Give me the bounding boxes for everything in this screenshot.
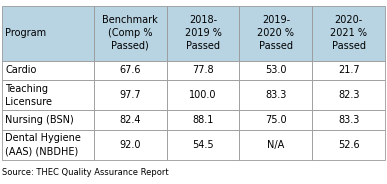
Text: 92.0: 92.0 [120,140,141,150]
Bar [240,61,312,80]
Bar [94,110,167,130]
Bar [2,6,94,61]
Text: 83.3: 83.3 [265,90,286,100]
Bar [312,130,385,160]
Text: 100.0: 100.0 [189,90,217,100]
Bar [94,80,167,110]
Bar [240,80,312,110]
Bar [312,110,385,130]
Text: N/A: N/A [267,140,284,150]
Bar [2,80,94,110]
Text: 2019-
2020 %
Passed: 2019- 2020 % Passed [257,15,295,51]
Bar [167,130,240,160]
Text: 21.7: 21.7 [338,65,360,75]
Text: Teaching
Licensure: Teaching Licensure [5,84,52,107]
Text: 2020-
2021 %
Passed: 2020- 2021 % Passed [330,15,367,51]
Bar [240,110,312,130]
Bar [167,6,240,61]
Bar [94,61,167,80]
Text: 52.6: 52.6 [338,140,360,150]
Text: 88.1: 88.1 [192,115,214,125]
Text: 82.4: 82.4 [120,115,141,125]
Text: 54.5: 54.5 [192,140,214,150]
Bar [2,61,94,80]
Text: Source: THEC Quality Assurance Report: Source: THEC Quality Assurance Report [2,168,169,177]
Text: Nursing (BSN): Nursing (BSN) [5,115,74,125]
Text: 67.6: 67.6 [120,65,141,75]
Text: 77.8: 77.8 [192,65,214,75]
Text: 97.7: 97.7 [120,90,141,100]
Bar [167,110,240,130]
Text: 75.0: 75.0 [265,115,287,125]
Text: 82.3: 82.3 [338,90,360,100]
Bar [94,130,167,160]
Text: Cardio: Cardio [5,65,36,75]
Text: Program: Program [5,28,46,38]
Text: 83.3: 83.3 [338,115,360,125]
Bar [240,6,312,61]
Text: 2018-
2019 %
Passed: 2018- 2019 % Passed [185,15,221,51]
Bar [2,130,94,160]
Bar [94,6,167,61]
Bar [167,80,240,110]
Bar [312,61,385,80]
Text: Benchmark
(Comp %
Passed): Benchmark (Comp % Passed) [103,15,158,51]
Text: 53.0: 53.0 [265,65,287,75]
Bar [240,130,312,160]
Bar [167,61,240,80]
Bar [2,110,94,130]
Text: Dental Hygiene
(AAS) (NBDHE): Dental Hygiene (AAS) (NBDHE) [5,133,81,156]
Bar [312,6,385,61]
Bar [312,80,385,110]
